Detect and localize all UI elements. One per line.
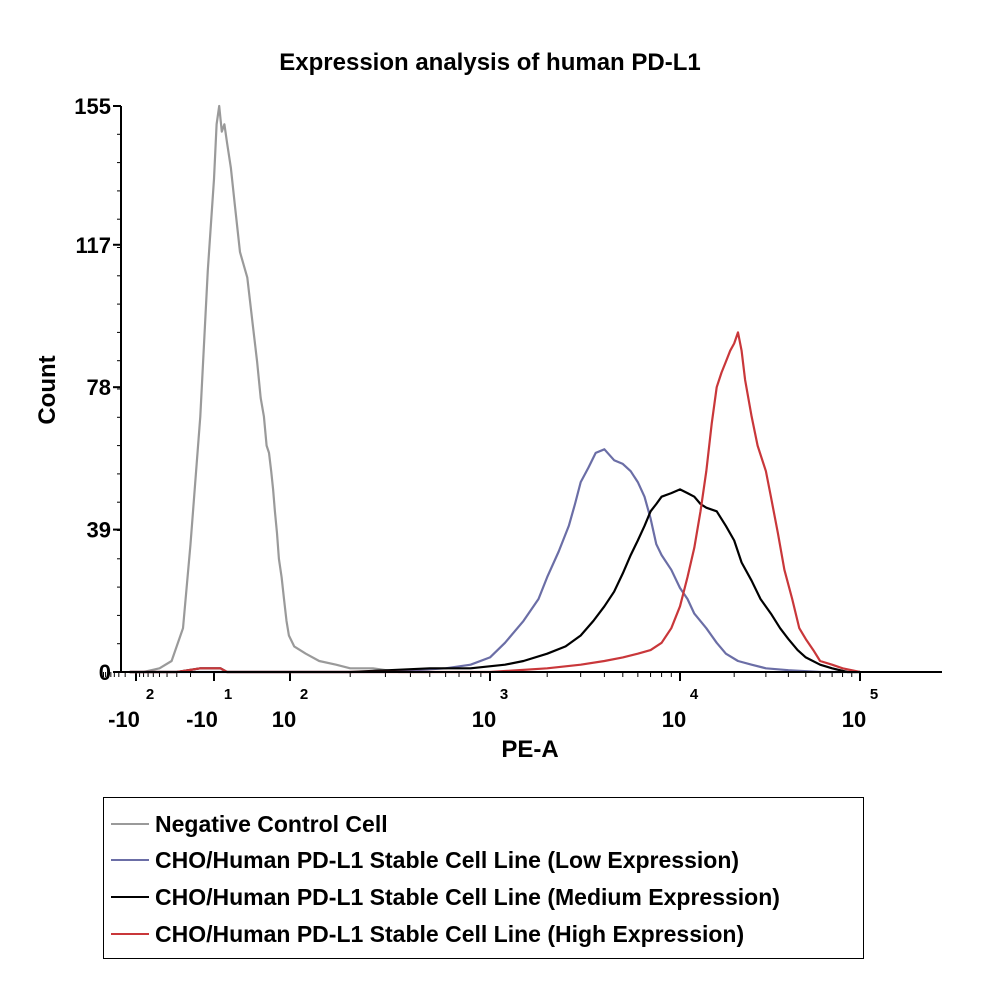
legend: Negative Control Cell CHO/Human PD-L1 St… <box>103 797 864 959</box>
x-tick-label-exponent: 2 <box>146 686 154 703</box>
x-tick-label-base: 10 <box>662 707 686 732</box>
legend-label: CHO/Human PD-L1 Stable Cell Line (High E… <box>155 920 745 947</box>
x-tick-label-exponent: 5 <box>870 686 878 703</box>
x-tick-label-exponent: 1 <box>224 686 232 703</box>
x-tick-label-base: -10 <box>186 707 218 732</box>
series-line-3 <box>129 331 861 674</box>
x-tick-label-base: -10 <box>108 707 140 732</box>
x-tick-label-base: 10 <box>272 707 296 732</box>
series-line-0 <box>129 104 430 674</box>
series-layer <box>129 104 861 674</box>
y-axis-label: Count <box>34 355 61 424</box>
legend-swatch <box>111 859 149 861</box>
legend-swatch <box>111 823 149 825</box>
y-tick-label: 39 <box>87 518 111 543</box>
legend-item-negative-control: Negative Control Cell <box>104 807 388 841</box>
y-tick-label: 78 <box>87 375 111 400</box>
y-axis-ticks: 0 39 78 117 155 <box>74 94 121 685</box>
x-tick-label-exponent: 2 <box>300 686 308 703</box>
legend-item-high-expression: CHO/Human PD-L1 Stable Cell Line (High E… <box>104 917 744 951</box>
x-tick-label-base: 10 <box>472 707 496 732</box>
x-tick-label-exponent: 3 <box>500 686 508 703</box>
series-line-2 <box>129 488 860 674</box>
chart-title: Expression analysis of human PD-L1 <box>279 49 700 76</box>
y-tick-label: 155 <box>74 94 111 119</box>
x-axis-label: PE-A <box>501 736 558 763</box>
y-tick-label: 0 <box>99 660 111 685</box>
series-line-1 <box>129 448 860 674</box>
legend-swatch <box>111 933 149 935</box>
y-tick-label: 117 <box>76 233 112 258</box>
legend-item-low-expression: CHO/Human PD-L1 Stable Cell Line (Low Ex… <box>104 843 739 877</box>
legend-item-medium-expression: CHO/Human PD-L1 Stable Cell Line (Medium… <box>104 880 780 914</box>
legend-label: CHO/Human PD-L1 Stable Cell Line (Medium… <box>155 883 780 910</box>
legend-label: Negative Control Cell <box>155 810 388 837</box>
legend-label: CHO/Human PD-L1 Stable Cell Line (Low Ex… <box>155 846 740 873</box>
x-tick-label-base: 10 <box>842 707 866 732</box>
x-tick-label-exponent: 4 <box>690 686 699 703</box>
legend-swatch <box>111 896 149 898</box>
